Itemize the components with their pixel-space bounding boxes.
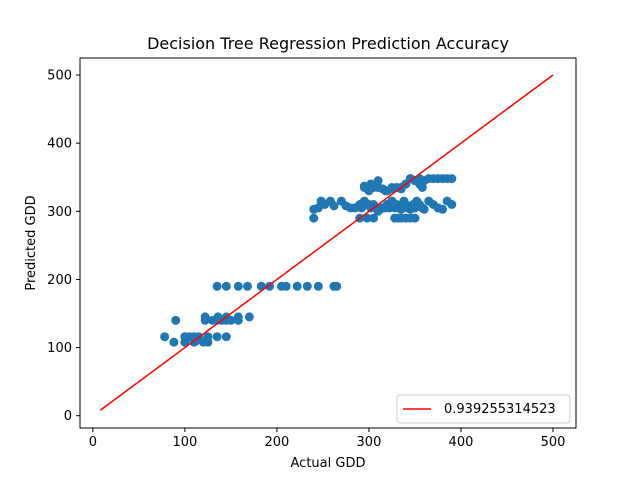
x-tick-label: 500 xyxy=(541,435,566,450)
scatter-point xyxy=(447,174,457,184)
scatter-point xyxy=(292,281,302,291)
scatter-point xyxy=(212,281,222,291)
scatter-point xyxy=(226,315,236,325)
scatter-point xyxy=(221,332,231,342)
y-axis-label: Predicted GDD xyxy=(24,195,39,290)
scatter-point xyxy=(313,281,323,291)
scatter-point xyxy=(369,213,379,223)
y-tick-label: 200 xyxy=(47,273,72,288)
scatter-point xyxy=(221,281,231,291)
legend: 0.939255314523 xyxy=(396,394,571,424)
x-tick-label: 0 xyxy=(89,435,97,450)
plot-frame xyxy=(79,57,577,429)
scatter-point xyxy=(387,184,397,194)
regression-line-group xyxy=(99,74,554,411)
y-tick-label: 0 xyxy=(64,409,72,424)
regression-line xyxy=(99,74,554,411)
scatter-point xyxy=(332,281,342,291)
x-axis-label: Actual GDD xyxy=(291,456,366,471)
legend-label: 0.939255314523 xyxy=(444,402,556,417)
scatter-point xyxy=(281,281,291,291)
scatter-point xyxy=(438,204,448,214)
scatter-point xyxy=(160,332,170,342)
scatter-point xyxy=(419,204,429,214)
x-tick-label: 200 xyxy=(265,435,290,450)
x-axis-ticks: 0 100 200 300 400 500 xyxy=(89,428,566,450)
scatter-point xyxy=(382,200,392,209)
x-tick-label: 100 xyxy=(172,435,197,450)
scatter-point xyxy=(200,312,210,322)
legend-box xyxy=(396,394,571,424)
scatter-point xyxy=(244,312,254,322)
scatter-point xyxy=(417,182,427,192)
scatter-point xyxy=(362,213,372,223)
scatter-point xyxy=(212,332,222,342)
scatter-point xyxy=(373,176,383,186)
y-tick-label: 400 xyxy=(47,137,72,152)
scatter-point xyxy=(329,201,339,211)
scatter-point xyxy=(233,315,243,325)
scatter-point xyxy=(169,337,179,347)
scatter-point xyxy=(233,281,243,291)
plot-area xyxy=(79,57,577,429)
y-tick-label: 500 xyxy=(47,69,72,84)
y-tick-label: 100 xyxy=(47,341,72,356)
x-tick-label: 400 xyxy=(449,435,474,450)
y-tick-label: 300 xyxy=(47,205,72,220)
scatter-point xyxy=(203,332,213,342)
scatter-point xyxy=(302,281,312,291)
x-tick-label: 300 xyxy=(357,435,382,450)
y-axis-ticks: 0 100 200 300 400 500 xyxy=(47,69,80,424)
scatter-point xyxy=(366,179,376,189)
scatter-point xyxy=(447,200,457,209)
scatter-point xyxy=(171,315,181,325)
scatter-point xyxy=(242,281,252,291)
scatter-point xyxy=(410,213,420,223)
chart-title: Decision Tree Regression Prediction Accu… xyxy=(147,34,509,53)
scatter-point xyxy=(309,213,319,223)
